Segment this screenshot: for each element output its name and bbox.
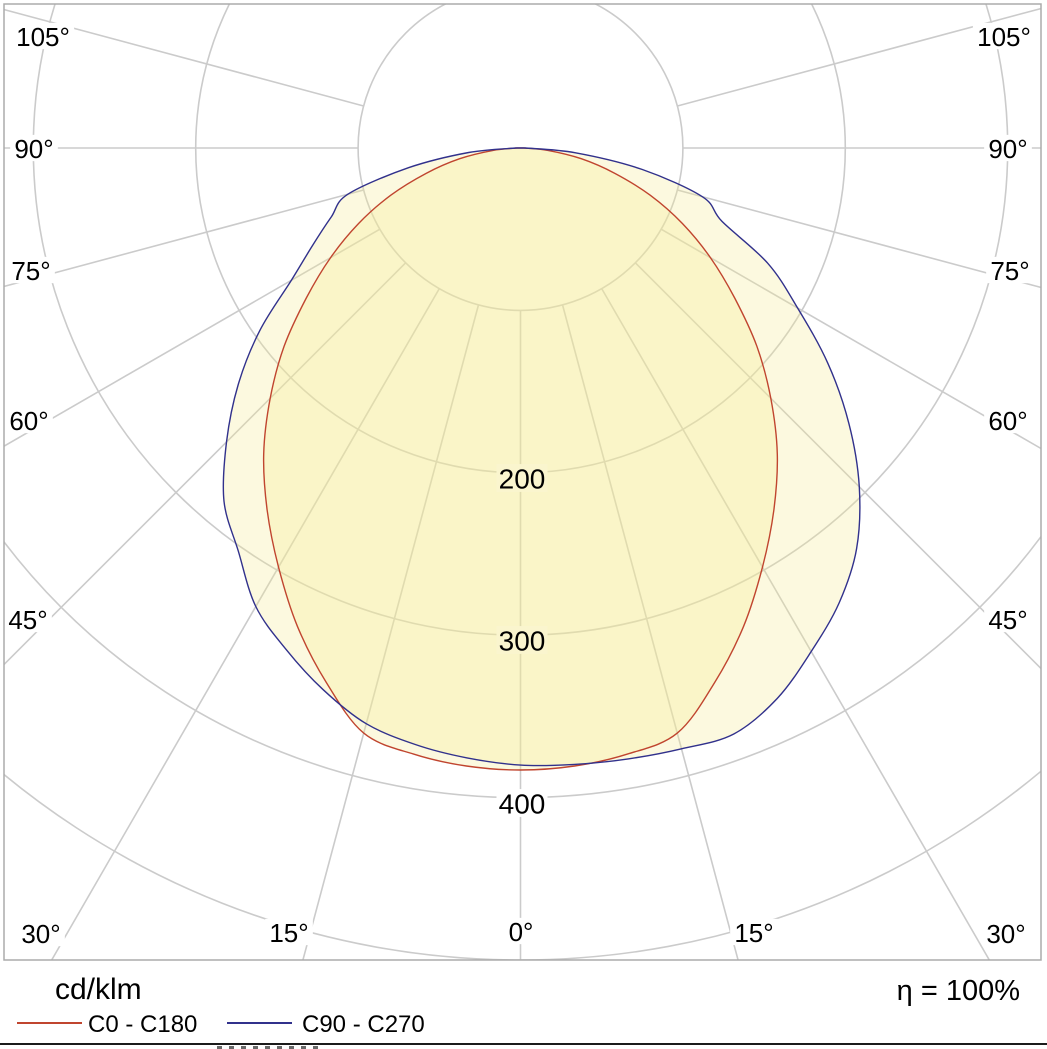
efficiency-label: η = 100%	[896, 975, 1020, 1007]
angle-label-10-bg	[984, 605, 1032, 633]
grid-radial-right-60	[660, 228, 1041, 450]
angle-label-4-bg	[4, 605, 52, 633]
grid-radial-left-15	[302, 304, 480, 960]
angle-label-1: 90°	[14, 134, 53, 164]
curve-line-C90-C270	[222, 147, 861, 767]
ring-label-300-bg	[496, 626, 548, 654]
ring-label-200-bg	[496, 464, 548, 492]
angle-label-7: 0°	[509, 917, 534, 947]
angle-label-0-bg	[11, 22, 75, 50]
grid-radial-right-45	[634, 262, 1041, 670]
angle-label-1-bg	[10, 134, 58, 162]
legend-swatch-c0-c180	[17, 1022, 82, 1024]
angle-label-14-bg	[972, 22, 1036, 50]
angle-label-13: 90°	[988, 134, 1027, 164]
grid-radial-right-30	[601, 288, 991, 960]
angle-label-8: 15°	[734, 918, 773, 948]
angle-label-3: 60°	[9, 406, 48, 436]
curve-line-C0-C180	[262, 147, 779, 771]
grid-radial-left-105	[4, 8, 364, 107]
angle-label-0: 105°	[16, 22, 70, 52]
angle-label-10: 45°	[988, 605, 1027, 635]
grid-radial-right-15	[561, 304, 739, 960]
grid-radial-right-105	[677, 7, 1041, 107]
grid-radial-left-45	[4, 262, 407, 666]
angle-label-3-bg	[5, 406, 53, 434]
ring-label-400: 400	[499, 789, 546, 820]
angle-label-13-bg	[984, 134, 1032, 162]
angle-label-12-bg	[986, 256, 1034, 284]
grid-radial-left-30	[50, 288, 440, 960]
angle-label-8-bg	[730, 918, 778, 946]
angle-label-2: 75°	[11, 256, 50, 286]
angle-label-12: 75°	[990, 256, 1029, 286]
unit-label: cd/klm	[55, 973, 142, 1006]
ring-label-400-bg	[496, 789, 548, 817]
ring-label-300: 300	[499, 626, 546, 657]
grid-radial-right-75	[677, 189, 1041, 289]
angle-label-2-bg	[7, 256, 55, 284]
angle-label-6-bg	[265, 918, 313, 946]
angle-label-6: 15°	[269, 918, 308, 948]
legend-swatch-c90-c270	[227, 1022, 292, 1024]
ring-label-200: 200	[499, 464, 546, 495]
grid-radial-left-75	[4, 189, 364, 288]
angle-label-4: 45°	[8, 605, 47, 635]
legend-label-c90-c270: C90 - C270	[302, 1011, 425, 1038]
angle-label-11-bg	[984, 406, 1032, 434]
angle-label-5-bg	[17, 919, 65, 947]
angle-label-14: 105°	[977, 22, 1031, 52]
angle-label-11: 60°	[988, 406, 1027, 436]
angle-label-9: 30°	[986, 919, 1025, 949]
angle-label-5: 30°	[21, 919, 60, 949]
cropped-text-fragment	[217, 1046, 323, 1049]
legend-label-c0-c180: C0 - C180	[88, 1011, 198, 1038]
curve-fill-C90-C270	[223, 148, 860, 766]
angle-label-9-bg	[982, 919, 1030, 947]
bottom-divider	[0, 1043, 1047, 1045]
angle-label-7-bg	[504, 917, 538, 945]
curve-fill-C0-C180	[263, 148, 778, 770]
plot-border	[3, 3, 1042, 961]
grid-radial-left-60	[4, 228, 381, 448]
